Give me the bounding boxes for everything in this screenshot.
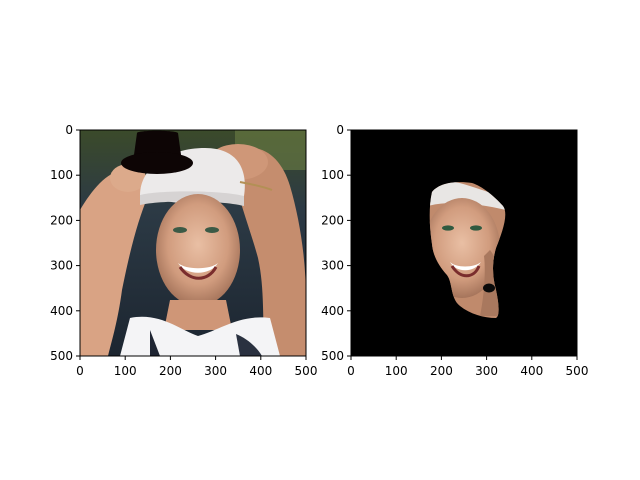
left-ytick-label: 300 [50, 259, 73, 273]
left-ytick-label: 500 [50, 349, 73, 363]
right-ytick-label: 400 [321, 304, 344, 318]
right-ytick-label: 0 [336, 123, 344, 137]
left-xtick-label: 100 [114, 364, 137, 378]
left-xtick-label: 300 [204, 364, 227, 378]
left-photo [80, 130, 306, 356]
left-xtick-label: 500 [295, 364, 318, 378]
right-ytick-label: 500 [321, 349, 344, 363]
right-xtick-label: 400 [520, 364, 543, 378]
top-hat-overlay [121, 130, 193, 174]
left-ytick-label: 100 [50, 168, 73, 182]
right-xtick-label: 100 [385, 364, 408, 378]
left-ytick-label: 200 [50, 213, 73, 227]
left-xtick-label: 400 [249, 364, 272, 378]
right-xtick-label: 300 [475, 364, 498, 378]
left-ytick-label: 400 [50, 304, 73, 318]
left-axes-frame [79, 129, 307, 357]
right-xtick-label: 500 [566, 364, 589, 378]
left-xtick-label: 200 [159, 364, 182, 378]
right-xtick-label: 200 [430, 364, 453, 378]
left-xtick-label: 0 [76, 364, 84, 378]
right-xtick-label: 0 [347, 364, 355, 378]
right-ytick-label: 300 [321, 259, 344, 273]
right-ytick-label: 200 [321, 213, 344, 227]
left-ytick-label: 0 [65, 123, 73, 137]
right-axes-frame [350, 129, 578, 357]
right-ytick-label: 100 [321, 168, 344, 182]
